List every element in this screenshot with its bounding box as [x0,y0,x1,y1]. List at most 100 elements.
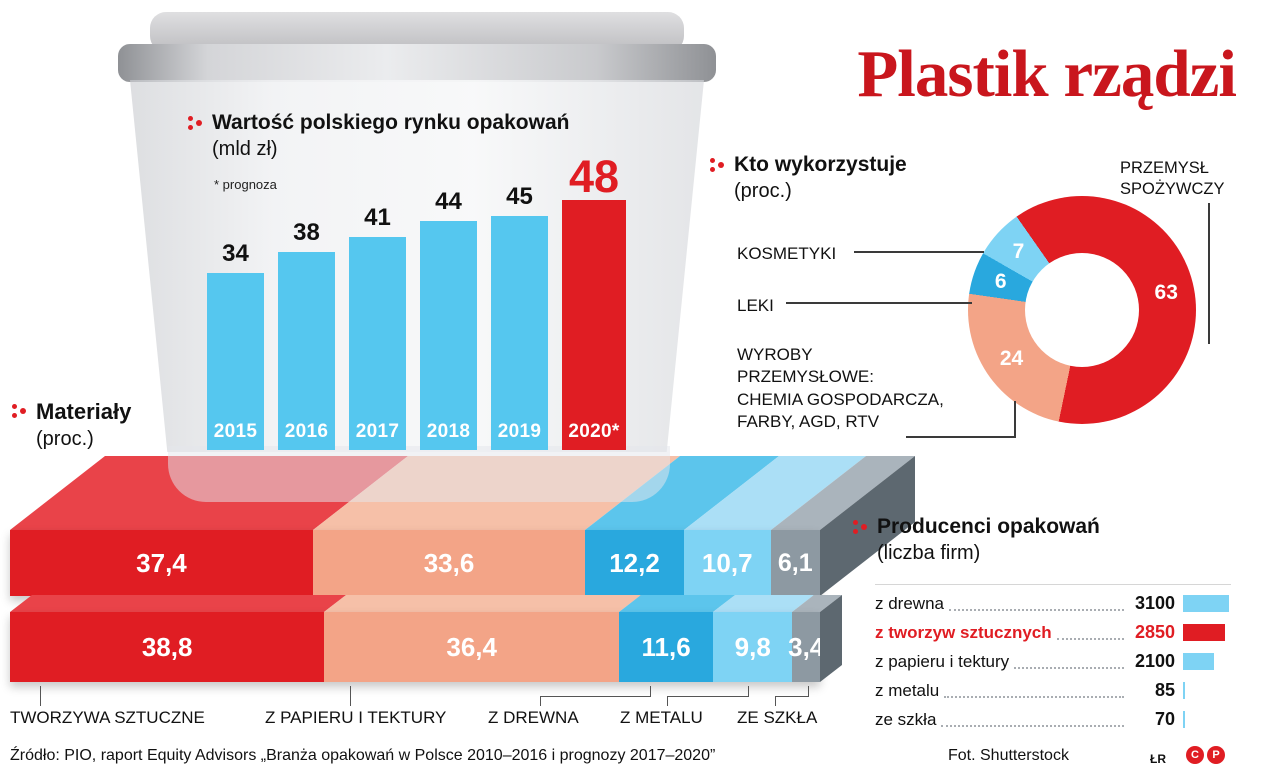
usage-chart-header-text: Kto wykorzystuje (proc.) [734,152,907,204]
callout-wyroby-przemyslowe: WYROBY PRZEMYSŁOWE: CHEMIA GOSPODARCZA, … [737,345,944,432]
materials-category-label: TWORZYWA SZTUCZNE [10,708,205,727]
donut-slice-value: 63 [1154,280,1178,304]
producer-bar [1183,682,1185,699]
materials-chart-title: Materiały [36,399,132,424]
materials-category-label: ZE SZKŁA [737,708,818,727]
usage-chart-subtitle: (proc.) [734,180,792,203]
producer-bar-cell [1175,595,1231,612]
callout-line-leki [786,302,972,304]
bar-value-label: 34 [222,240,249,267]
producer-label: z tworzyw sztucznych [875,622,1052,642]
usage-donut-chart: 63 24 6 7 [968,196,1196,424]
materials-connector-line [667,696,668,706]
materials-top-segment [324,595,642,612]
materials-connector-line [540,696,541,706]
materials-segment-value: 11,6 [641,631,691,662]
market-chart-header: Wartość polskiego rynku opakowań (mld zł… [188,110,569,162]
materials-chart-subtitle: (proc.) [36,427,94,450]
materials-segment: 36,4 [324,612,620,682]
producers-subtitle: (liczba firm) [877,542,981,565]
materials-segment-value: 9,8 [734,631,771,662]
bar-value-label: 45 [506,183,533,210]
donut-slice-value: 24 [999,347,1024,371]
producers-list: z drewna 3100 z tworzyw sztucznych 2850 z pa… [875,584,1231,734]
bar-value-label: 44 [435,188,462,215]
producer-row: z metalu 85 [875,676,1231,705]
materials-segment: 10,7 [683,530,771,596]
market-bar-column: 38 2016 [278,219,335,450]
red-bullet-icon [188,115,203,131]
materials-bar: 37,4 33,6 12,2 10,7 6,1 [10,530,820,596]
market-chart-subtitle: (mld zł) [212,138,278,161]
materials-bar-top-face [10,456,915,530]
materials-connector-line [667,696,749,697]
bar-year-label: 2016 [284,421,329,442]
producer-bar-cell [1175,682,1231,699]
producer-bar-cell [1175,624,1231,641]
market-chart-title: Wartość polskiego rynku opakowań [212,111,570,134]
materials-segment-value: 3,4 [788,631,825,662]
market-bar-column: 45 2019 [491,183,548,450]
market-bar-column: 41 2017 [349,204,406,450]
forecast-note: * prognoza [214,177,277,192]
producer-value: 85 [1154,680,1175,700]
materials-bar-top-face [10,595,842,612]
bar: 2018 [420,221,477,450]
materials-segment-value: 36,4 [446,631,497,662]
materials-segment: 12,2 [585,530,684,596]
producer-row: z tworzyw sztucznych 2850 [875,618,1231,647]
materials-connector-line [748,686,749,696]
producer-row: ze szkła 70 [875,705,1231,734]
market-chart-header-text: Wartość polskiego rynku opakowań (mld zł… [212,110,569,162]
source-text: Źródło: PIO, raport Equity Advisors „Bra… [10,747,716,764]
producer-value: 3100 [1134,593,1175,613]
callout-leki: LEKI [737,296,774,315]
producer-label: z drewna [875,593,944,613]
producer-value: 70 [1154,709,1175,729]
dotted-leader [948,609,1124,611]
producer-value: 2850 [1134,622,1175,642]
producer-row: z drewna 3100 [875,589,1231,618]
producer-value: 2100 [1134,651,1175,671]
press-badge: P [1207,746,1225,764]
materials-connector-line [350,686,351,706]
materials-segment-value: 12,2 [609,547,660,578]
author-initials: ŁR [1150,752,1166,766]
callout-line-przemysl [1208,203,1210,344]
materials-segment: 3,4 [788,612,824,682]
copyright-badge: C [1186,746,1204,764]
producer-bar [1183,653,1214,670]
materials-bar: 38,8 36,4 11,6 9,8 3,4 [10,612,824,682]
bar-value-label: 48 [568,151,620,202]
producer-bar [1183,711,1185,728]
market-bar-column: 34 2015 [207,240,264,450]
producer-row: z papieru i tektury 2100 [875,647,1231,676]
bar-value-label: 41 [364,204,391,231]
dotted-leader [944,696,1124,698]
page-title: Plastik rządzi [857,37,1237,111]
materials-connector-line [808,686,809,696]
bar: 2016 [278,252,335,450]
materials-segment-value: 10,7 [701,547,753,578]
producer-bar-cell [1175,653,1231,670]
materials-connector-line [650,686,651,696]
callout-line-wyroby [906,436,1016,438]
producers-header: Producenci opakowań (liczba firm) [853,514,1100,566]
producer-label: ze szkła [875,709,937,729]
producer-label: z metalu [875,680,940,700]
bar-year-label: 2018 [426,421,471,442]
materials-segment-value: 6,1 [777,548,813,577]
materials-top-segment [10,595,347,612]
donut-hole [1025,253,1139,367]
bar-value-label: 38 [293,219,320,246]
materials-category-label: Z METALU [620,708,703,727]
red-bullet-icon [12,403,27,419]
bar-year-label: 2015 [213,421,258,442]
materials-chart-header: Materiały (proc.) [12,398,131,452]
callout-line-wyroby [1014,401,1016,438]
dotted-leader [1056,638,1124,640]
producer-label: z papieru i tektury [875,651,1010,671]
usage-chart-header: Kto wykorzystuje (proc.) [710,152,907,204]
bar-year-label: 2019 [497,421,542,442]
